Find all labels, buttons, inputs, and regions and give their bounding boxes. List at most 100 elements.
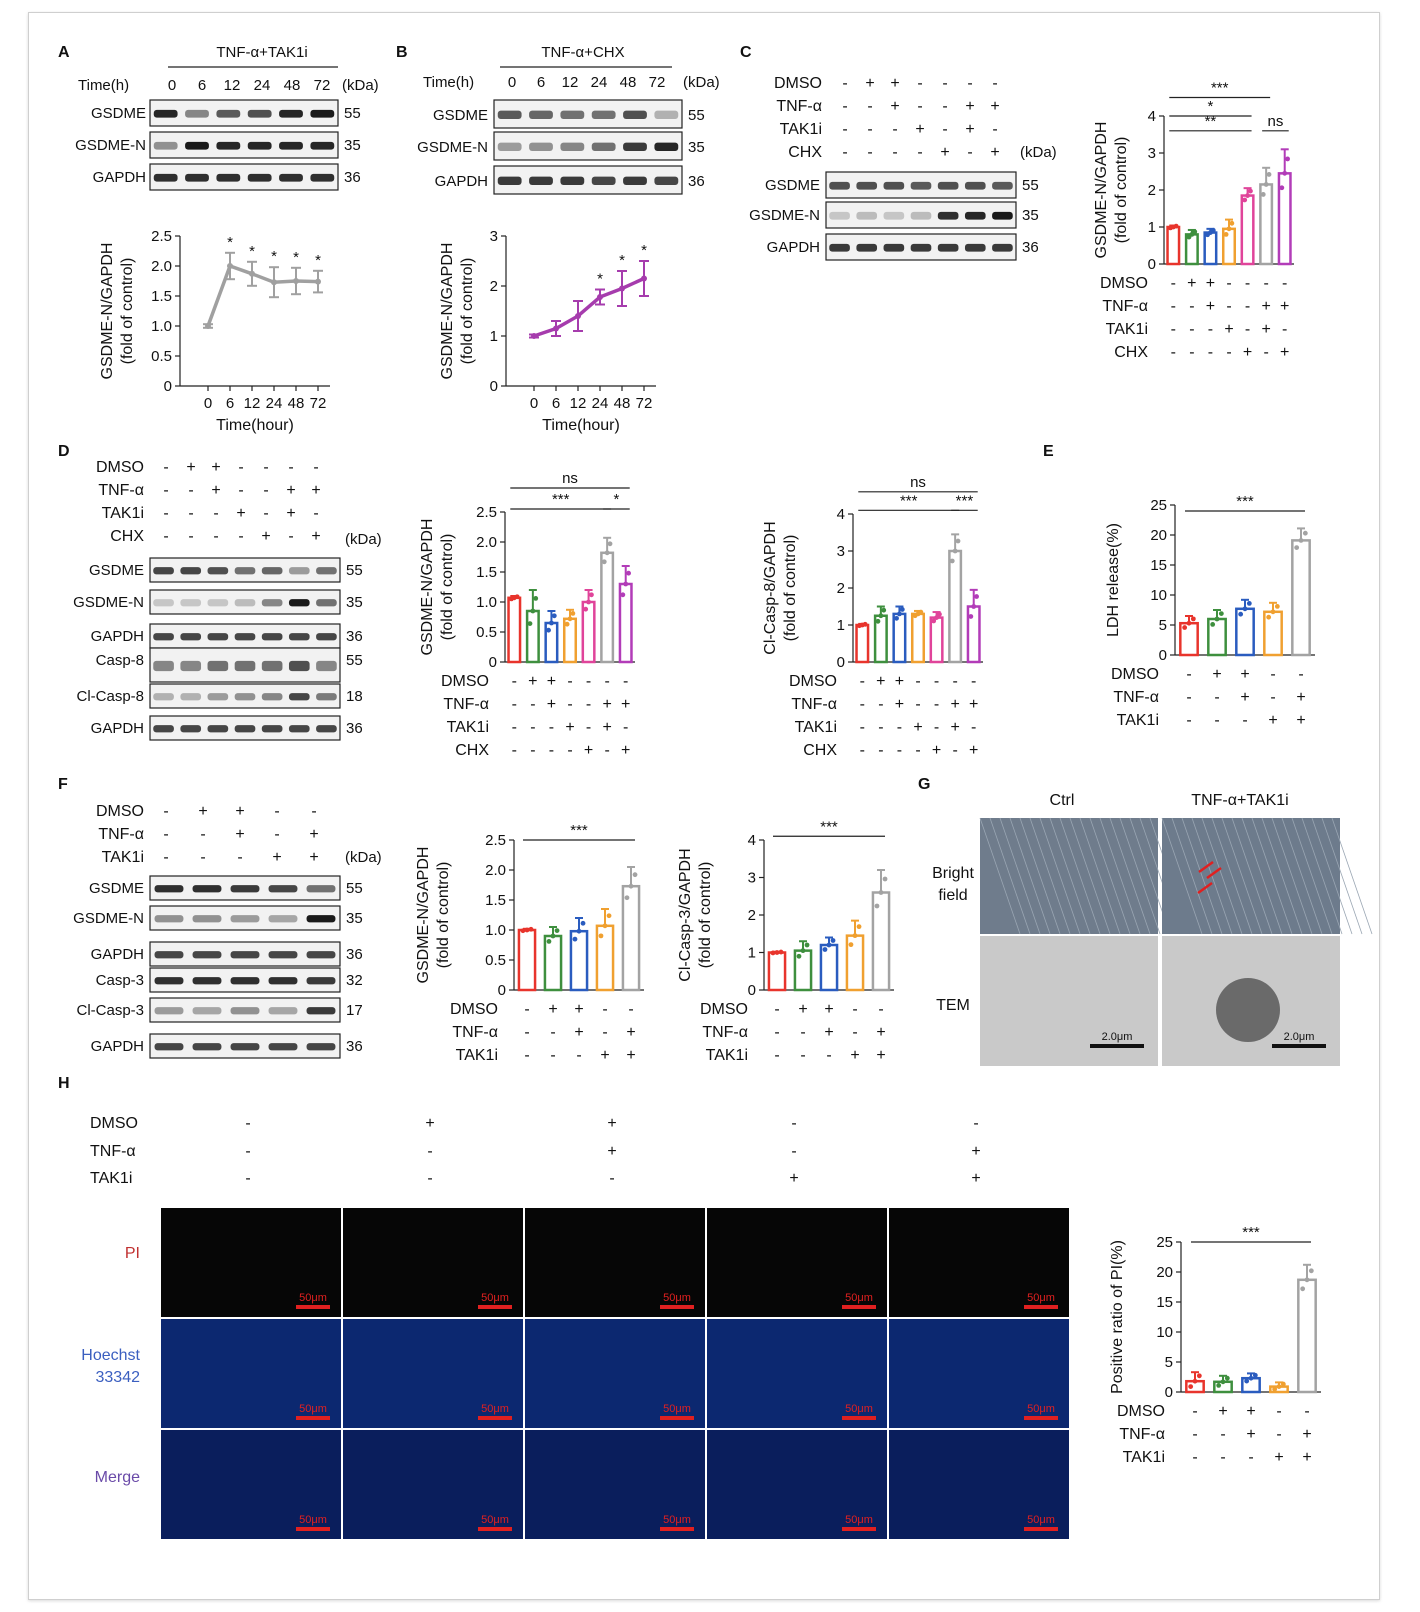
scale-bar [296, 1416, 330, 1420]
panel-letter-f: F [58, 776, 68, 793]
panel-c-blot-0-band [992, 181, 1013, 190]
sig-label: * [614, 491, 620, 508]
data-dot [1272, 1386, 1278, 1392]
row-sign: - [971, 673, 976, 690]
row-sign: + [1261, 298, 1270, 315]
panel-h-scale-label: 50μm [845, 1292, 873, 1304]
y-axis-title: Cl-Casp-8/GAPDH [762, 521, 779, 654]
data-point [271, 279, 277, 286]
bar [543, 934, 563, 992]
row-sign: - [586, 673, 591, 690]
row-sign: + [969, 742, 978, 759]
panel-h-scale-label: 50μm [663, 1403, 691, 1415]
y-tick-label: 25 [1150, 497, 1167, 514]
x-tick-label: 12 [244, 395, 261, 412]
panel-f-mw: 32 [346, 972, 363, 989]
y-tick-label: 4 [1148, 108, 1156, 125]
data-dot [530, 608, 536, 614]
row-sign: - [549, 742, 554, 759]
data-dot [949, 558, 955, 564]
sig-label: ** [1205, 113, 1217, 130]
row-sign: + [798, 1001, 807, 1018]
bar [892, 612, 907, 664]
row-label: CHX [1114, 344, 1148, 361]
panel-h-image [343, 1208, 523, 1317]
panel-d-blot-2-band [261, 633, 283, 641]
panel-c-blot-1-band [829, 211, 850, 220]
panel-d-mw: 18 [346, 688, 363, 705]
panel-h-sign: + [789, 1170, 798, 1187]
panel-h-image [707, 1208, 887, 1317]
panel-h-image [525, 1208, 705, 1317]
panel-d-blot-3-band [234, 660, 256, 672]
panel-f-sign: - [163, 849, 168, 866]
row-label: TAK1i [795, 719, 837, 736]
x-tick-label: 24 [592, 395, 609, 412]
bar [910, 612, 926, 664]
texture-line [989, 817, 1031, 935]
panel-g-col-ctrl: Ctrl [1050, 792, 1075, 809]
row-label: TAK1i [706, 1047, 748, 1064]
panel-c-blot-0-band [910, 181, 932, 190]
panel-a-blot-1-band [310, 141, 335, 150]
y-axis-title-2: (fold of control) [697, 862, 714, 969]
panel-h-scale-label: 50μm [1027, 1292, 1055, 1304]
red-arrow [1198, 860, 1214, 874]
panel-d-sign: + [186, 459, 195, 476]
bar [525, 609, 540, 664]
panel-b-blot-1-band [560, 142, 585, 152]
texture-line [1271, 817, 1313, 935]
panel-d-blot-0-band [153, 567, 174, 575]
panel-h-row-label: TAK1i [90, 1170, 132, 1187]
bar [855, 623, 870, 664]
data-dot [546, 939, 552, 944]
texture-line [1029, 817, 1071, 935]
data-dot [1248, 1375, 1254, 1381]
y-axis-title: GSDME-N/GAPDH [99, 243, 116, 380]
x-tick-label: 12 [570, 395, 587, 412]
data-dot [528, 926, 534, 932]
row-sign: + [824, 1001, 833, 1018]
panel-c-sign: - [967, 75, 972, 92]
panel-d-blot-0-band [288, 567, 310, 575]
panel-h-image [161, 1430, 341, 1539]
row-sign: - [971, 719, 976, 736]
panel-c-band-label: GSDME [765, 177, 820, 194]
data-point [619, 285, 625, 292]
panel-f-blot-1-band [192, 915, 222, 923]
panel-f-blot-0-band [192, 885, 222, 893]
panel-c-blot-1-band [937, 211, 959, 220]
panel-g-row-field: field [938, 887, 967, 904]
data-dot [628, 883, 634, 889]
y-axis-title: Positive ratio of PI(%) [1109, 1240, 1126, 1394]
y-tick-label: 1 [837, 617, 845, 634]
panel-d-blot-1-band [207, 599, 229, 607]
row-sign: - [800, 1024, 805, 1041]
row-sign: - [1171, 321, 1176, 338]
panel-c-sign: + [890, 98, 899, 115]
panel-h-scale-label: 50μm [299, 1292, 327, 1304]
data-dot [1229, 220, 1235, 226]
scale-bar [660, 1416, 694, 1420]
row-sign: - [915, 673, 920, 690]
panel-c-blot-2-band [829, 243, 850, 252]
panel-h-image [525, 1430, 705, 1539]
data-dot [1238, 611, 1244, 617]
panel-c-sign: - [892, 144, 897, 161]
row-sign: - [576, 1047, 581, 1064]
x-tick-label: 72 [310, 395, 327, 412]
texture-line [1191, 817, 1233, 935]
panel-d-blot-4-band [261, 693, 283, 701]
scale-bar [1024, 1527, 1058, 1531]
panel-h-image [707, 1319, 887, 1428]
panel-letter-d: D [58, 443, 70, 460]
sig-label: *** [1242, 1224, 1260, 1241]
panel-b-blot-1-band [529, 142, 553, 152]
scale-bar [660, 1527, 694, 1531]
panel-f-blot-3-band [268, 977, 298, 985]
red-arrow [1197, 881, 1213, 895]
panel-c-sign: - [867, 144, 872, 161]
panel-b-time-tick: 0 [508, 74, 516, 91]
texture-line [1161, 817, 1203, 935]
panel-b-mw: 35 [688, 139, 705, 156]
